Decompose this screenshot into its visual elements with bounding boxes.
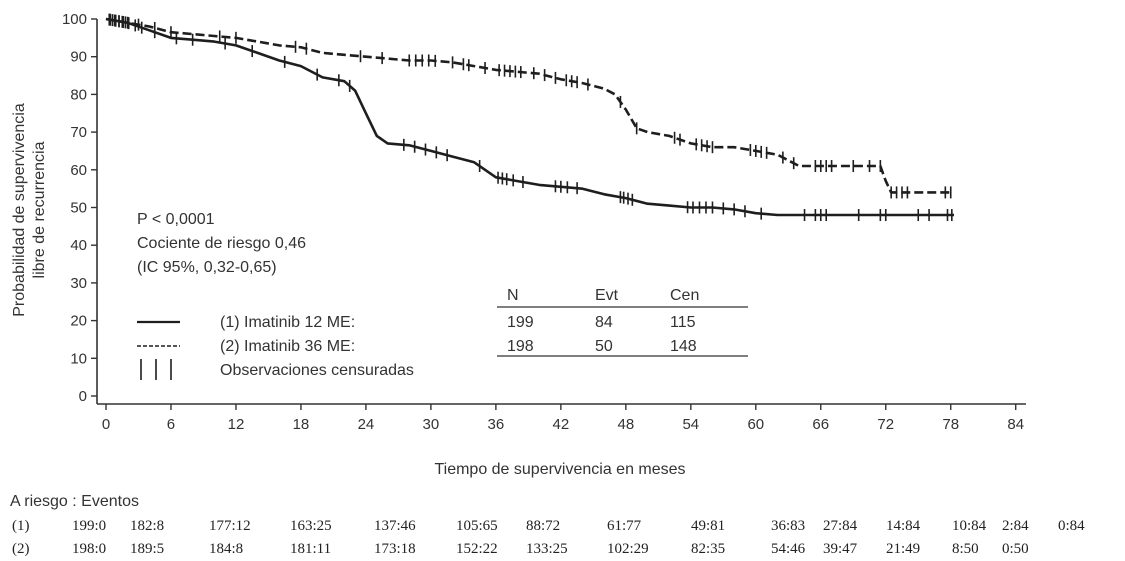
legend-table-cell: 148 xyxy=(670,338,697,355)
at-risk-cell: 137:46 xyxy=(374,518,416,534)
at-risk-cell: 54:46 xyxy=(771,541,806,557)
legend-table-cell: 198 xyxy=(507,338,534,355)
at-risk-cell: 133:25 xyxy=(526,541,568,557)
at-risk-cell: 182:8 xyxy=(130,518,165,534)
annotation-line: (IC 95%, 0,32-0,65) xyxy=(137,259,277,276)
at-risk-cell: 181:11 xyxy=(290,541,332,557)
legend-table-header: Cen xyxy=(670,287,699,304)
at-risk-cell: 0:84 xyxy=(1058,518,1085,534)
y-tick-label: 100 xyxy=(62,11,87,28)
at-risk-cell: 8:50 xyxy=(952,541,979,557)
at-risk-cell: 152:22 xyxy=(456,541,498,557)
at-risk-row-label: (2) xyxy=(12,541,30,557)
legend-label: (1) Imatinib 12 ME: xyxy=(220,314,355,331)
at-risk-cell: 2:84 xyxy=(1002,518,1029,534)
y-tick-label: 80 xyxy=(70,86,87,103)
x-tick-label: 48 xyxy=(617,416,634,433)
x-tick-label: 78 xyxy=(942,416,959,433)
at-risk-row-label: (1) xyxy=(12,518,30,534)
at-risk-cell: 0:50 xyxy=(1002,541,1029,557)
y-tick-label: 10 xyxy=(70,350,87,367)
at-risk-cell: 88:72 xyxy=(526,518,561,534)
x-tick-label: 60 xyxy=(747,416,764,433)
y-tick-label: 60 xyxy=(70,162,87,179)
legend-table-header: N xyxy=(507,287,519,304)
y-axis-label: Probabilidad de supervivencia libre de re… xyxy=(11,103,48,317)
x-tick-label: 12 xyxy=(228,416,245,433)
at-risk-cell: 198:0 xyxy=(72,541,107,557)
x-tick-label: 72 xyxy=(877,416,894,433)
x-tick-label: 18 xyxy=(293,416,310,433)
at-risk-cell: 82:35 xyxy=(691,541,726,557)
y-tick-label: 40 xyxy=(70,237,87,254)
y-tick-label: 90 xyxy=(70,49,87,66)
x-tick-label: 0 xyxy=(102,416,110,433)
x-tick-label: 6 xyxy=(167,416,175,433)
at-risk-cell: 189:5 xyxy=(130,541,165,557)
survival-chart: 0 10 20 30 40 50 60 70 80 90 100 0 6 12 18 24 30 36 42 48 54… xyxy=(11,11,1026,478)
series-line-1 xyxy=(105,17,954,217)
x-tick-label: 84 xyxy=(1007,416,1024,433)
y-axis-label-line: Probabilidad de supervivencia xyxy=(11,103,28,317)
legend-table-cell: 115 xyxy=(670,314,696,331)
at-risk-cell: 49:81 xyxy=(691,518,726,534)
legend-label: Observaciones censuradas xyxy=(220,362,414,379)
x-tick-label: 66 xyxy=(812,416,829,433)
at-risk-cell: 102:29 xyxy=(607,541,649,557)
annotation-line: Cociente de riesgo 0,46 xyxy=(137,235,306,252)
at-risk-cell: 61:77 xyxy=(607,518,642,534)
at-risk-cell: 10:84 xyxy=(952,518,987,534)
y-tick-label: 50 xyxy=(70,200,87,217)
at-risk-cell: 14:84 xyxy=(886,518,921,534)
at-risk-cell: 21:49 xyxy=(886,541,921,557)
at-risk-cell: 173:18 xyxy=(374,541,416,557)
x-tick-label: 24 xyxy=(358,416,375,433)
y-tick-label: 20 xyxy=(70,313,87,330)
at-risk-cell: 184:8 xyxy=(209,541,244,557)
at-risk-cell: 177:12 xyxy=(209,518,251,534)
at-risk-cell: 27:84 xyxy=(823,518,858,534)
at-risk-cell: 105:65 xyxy=(456,518,498,534)
x-tick-label: 42 xyxy=(553,416,570,433)
legend-table-header: Evt xyxy=(595,287,619,304)
y-tick-label: 70 xyxy=(70,124,87,141)
at-risk-cell: 39:47 xyxy=(823,541,858,557)
y-axis-label-line: libre de recurrencia xyxy=(31,141,48,278)
legend-table-cell: 199 xyxy=(507,314,534,331)
at-risk-title: A riesgo : Eventos xyxy=(10,493,139,510)
at-risk-cell: 163:25 xyxy=(290,518,332,534)
at-risk-cell: 199:0 xyxy=(72,518,107,534)
x-tick-label: 54 xyxy=(682,416,699,433)
legend-table-cell: 84 xyxy=(595,314,613,331)
x-axis-label: Tiempo de supervivencia en meses xyxy=(434,461,685,478)
annotation-line: P < 0,0001 xyxy=(137,211,215,228)
legend-table-cell: 50 xyxy=(595,338,613,355)
x-tick-label: 30 xyxy=(423,416,440,433)
legend-label: (2) Imatinib 36 ME: xyxy=(220,338,355,355)
y-tick-label: 30 xyxy=(70,275,87,292)
x-tick-label: 36 xyxy=(488,416,505,433)
y-tick-label: 0 xyxy=(79,388,87,405)
at-risk-cell: 36:83 xyxy=(771,518,806,534)
